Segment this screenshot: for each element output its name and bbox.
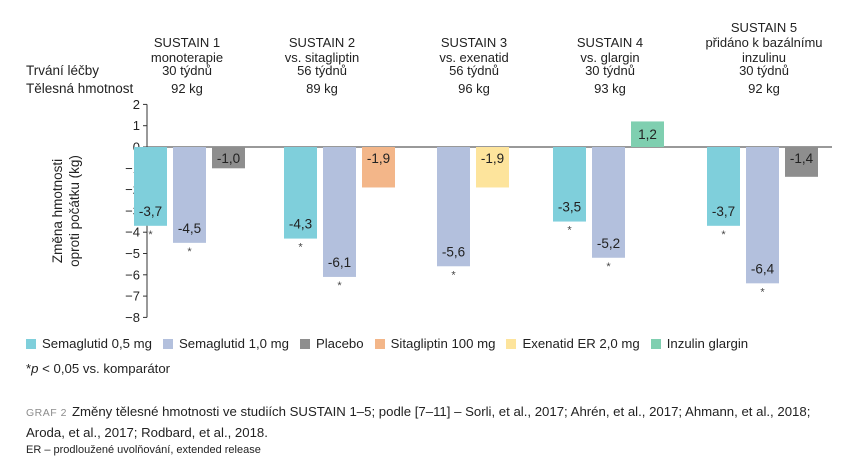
bar-value-label: -5,6 — [442, 244, 465, 259]
bar — [785, 147, 818, 177]
legend-swatch — [162, 338, 173, 349]
study-header-line: SUSTAIN 5 — [731, 20, 797, 35]
y-tick-label: 2 — [133, 97, 140, 112]
bar — [284, 147, 317, 239]
bar-value-label: -5,2 — [597, 236, 620, 251]
study-weight: 92 kg — [171, 81, 203, 96]
significance-footnote: *p < 0,05 vs. komparátor — [26, 361, 170, 376]
bar — [323, 147, 356, 277]
y-tick-label: −8 — [125, 310, 140, 325]
caption-text: Změny tělesné hmotnosti ve studiích SUST… — [26, 404, 811, 440]
legend-item: Sitagliptin 100 mg — [374, 336, 496, 351]
caption-label: GRAF 2 — [26, 407, 67, 419]
y-tick-label: −6 — [125, 267, 140, 282]
legend-label: Inzulin glargin — [666, 336, 749, 351]
bar — [362, 147, 395, 188]
legend-item: Semaglutid 1,0 mg — [162, 336, 289, 351]
significance-marker: * — [148, 229, 153, 241]
bar-value-label: -4,5 — [178, 221, 201, 236]
bar-value-label: -6,1 — [328, 255, 351, 270]
study-header-line: vs. exenatid — [439, 50, 508, 65]
y-tick-label: −4 — [125, 225, 140, 240]
bar-value-label: -3,7 — [712, 204, 735, 219]
y-tick-label: −7 — [125, 289, 140, 304]
significance-marker: * — [451, 269, 456, 281]
legend-swatch — [650, 338, 661, 349]
study-weight: 89 kg — [306, 81, 338, 96]
row-label-duration: Trvání léčby — [26, 63, 99, 78]
bar — [437, 147, 470, 267]
bar — [173, 147, 206, 243]
significance-marker: * — [567, 225, 572, 237]
legend-label: Placebo — [315, 336, 364, 351]
bar-value-label: -1,9 — [481, 151, 504, 166]
bar-value-label: -1,9 — [367, 151, 390, 166]
bar — [631, 121, 664, 147]
study-header-line: vs. sitagliptin — [285, 50, 359, 65]
bar — [707, 147, 740, 226]
bar-value-label: -4,3 — [289, 217, 312, 232]
study-weight: 92 kg — [748, 81, 780, 96]
footnote-p: p — [31, 361, 39, 376]
study-duration: 30 týdnů — [162, 63, 212, 78]
bar-value-label: -3,7 — [139, 204, 162, 219]
legend-item: Exenatid ER 2,0 mg — [506, 336, 640, 351]
legend-swatch — [299, 338, 310, 349]
legend-swatch — [374, 338, 385, 349]
study-duration: 56 týdnů — [297, 63, 347, 78]
bar — [592, 147, 625, 258]
figure-caption: GRAF 2 Změny tělesné hmotnosti ve studiíc… — [26, 402, 826, 442]
significance-marker: * — [606, 261, 611, 273]
footnote-symbol: * — [26, 361, 32, 376]
study-header-line: vs. glargin — [580, 50, 639, 65]
bar — [746, 147, 779, 284]
footnote-text: < 0,05 vs. komparátor — [38, 361, 171, 376]
significance-marker: * — [760, 286, 765, 298]
legend-label: Sitagliptin 100 mg — [390, 336, 496, 351]
bar-value-label: -3,5 — [558, 200, 581, 215]
study-header-line: SUSTAIN 3 — [441, 35, 507, 50]
y-tick-label: 1 — [133, 118, 140, 133]
study-header-line: inzulinu — [742, 50, 786, 65]
study-duration: 30 týdnů — [585, 63, 635, 78]
significance-marker: * — [337, 280, 342, 292]
study-weight: 93 kg — [594, 81, 626, 96]
study-weight: 96 kg — [458, 81, 490, 96]
legend-swatch — [506, 338, 517, 349]
y-tick-label: −5 — [125, 246, 140, 261]
study-duration: 56 týdnů — [449, 63, 499, 78]
study-header-line: monoterapie — [151, 50, 223, 65]
bar-value-label: 1,2 — [638, 127, 657, 142]
legend-item: Inzulin glargin — [650, 336, 749, 351]
legend-label: Semaglutid 0,5 mg — [42, 336, 152, 351]
row-label-weight: Tělesná hmotnost — [26, 81, 134, 96]
legend-swatch — [26, 338, 36, 349]
bar — [476, 147, 509, 188]
significance-marker: * — [721, 229, 726, 241]
bar-value-label: -1,4 — [790, 151, 814, 166]
bar — [212, 147, 245, 169]
study-header-line: SUSTAIN 4 — [577, 35, 643, 50]
significance-marker: * — [298, 242, 303, 254]
study-duration: 30 týdnů — [739, 63, 789, 78]
study-header-line: SUSTAIN 2 — [289, 35, 355, 50]
legend-item: Semaglutid 0,5 mg — [26, 336, 152, 351]
y-axis-label-line1: Změna hmotnosti — [50, 159, 65, 263]
bar — [553, 147, 586, 222]
bar-value-label: -1,0 — [217, 151, 240, 166]
y-axis-label-line2: oproti počátku (kg) — [67, 155, 82, 267]
abbreviation-note: ER – prodloužené uvolňování, extended re… — [26, 444, 261, 456]
study-header-line: přidáno k bazálnímu — [705, 35, 822, 50]
bar — [134, 147, 167, 226]
legend-item: Placebo — [299, 336, 364, 351]
legend-label: Semaglutid 1,0 mg — [178, 336, 289, 351]
legend-label: Exenatid ER 2,0 mg — [522, 336, 640, 351]
chart-legend: Semaglutid 0,5 mg Semaglutid 1,0 mg Placeb… — [26, 336, 759, 352]
bar-value-label: -6,4 — [751, 261, 775, 276]
significance-marker: * — [187, 246, 192, 258]
study-header-line: SUSTAIN 1 — [154, 35, 220, 50]
